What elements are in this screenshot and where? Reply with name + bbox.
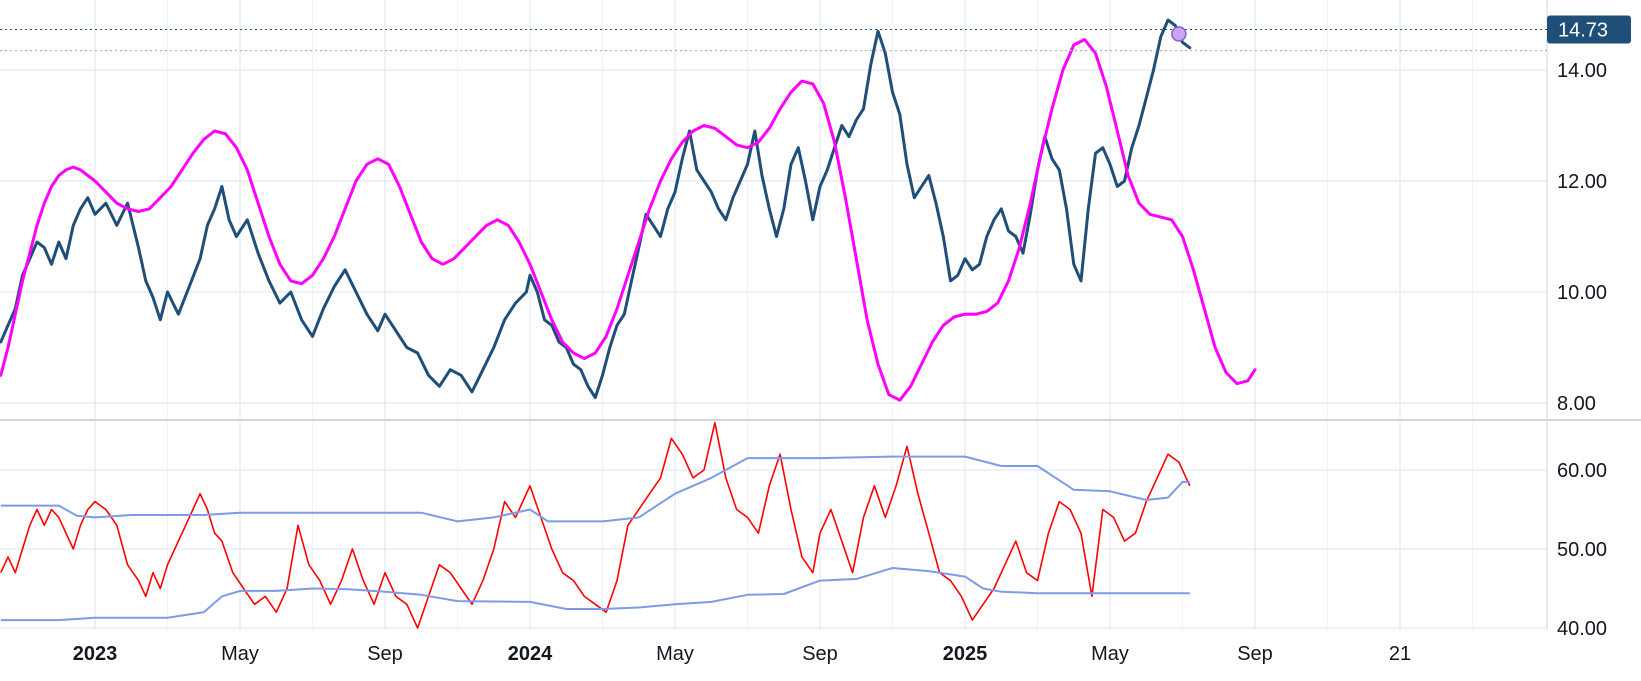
- current-point-marker[interactable]: [1171, 26, 1187, 42]
- price-axis-tick-label: 14.00: [1557, 60, 1607, 82]
- time-axis-tick-label: May: [221, 643, 259, 665]
- time-axis[interactable]: 2023 May Sep 2024 May Sep 2025 May Sep 21: [73, 643, 1411, 665]
- price-axis-tick-label: 10.00: [1557, 282, 1607, 304]
- indicator-axis-tick-label: 40.00: [1557, 618, 1607, 640]
- time-axis-tick-label: 2024: [508, 643, 553, 665]
- marker-layer: [0, 26, 1547, 52]
- last-price-tag-bg: [1547, 15, 1631, 44]
- time-axis-tick-label: 2025: [943, 643, 988, 665]
- time-axis-tick-label: May: [1091, 643, 1129, 665]
- time-axis-tick-label: Sep: [1237, 643, 1273, 665]
- price-line[interactable]: [0, 18, 1192, 399]
- oscillator-line[interactable]: [0, 421, 1191, 629]
- time-axis-tick-label: Sep: [802, 643, 838, 665]
- price-axis-tick-label: 8.00: [1557, 393, 1596, 415]
- series-layer: [0, 18, 1257, 629]
- cycle-projection-line[interactable]: [0, 38, 1257, 402]
- lower-band-line[interactable]: [0, 567, 1190, 622]
- time-axis-tick-label: 21: [1389, 643, 1411, 665]
- last-price-tag: 14.73: [1547, 15, 1631, 44]
- time-axis-tick-label: Sep: [367, 643, 403, 665]
- last-price-value: 14.73: [1558, 19, 1608, 41]
- time-axis-tick-label: 2023: [73, 643, 118, 665]
- grid-layer: [0, 0, 1547, 630]
- upper-band-line[interactable]: [0, 455, 1190, 523]
- price-axis[interactable]: 8.00 10.00 12.00 14.00 40.00 50.00 60.00 14.73: [1547, 15, 1631, 640]
- indicator-axis-tick-label: 50.00: [1557, 539, 1607, 561]
- indicator-axis-tick-label: 60.00: [1557, 460, 1607, 482]
- time-axis-tick-label: May: [656, 643, 694, 665]
- price-axis-tick-label: 12.00: [1557, 171, 1607, 193]
